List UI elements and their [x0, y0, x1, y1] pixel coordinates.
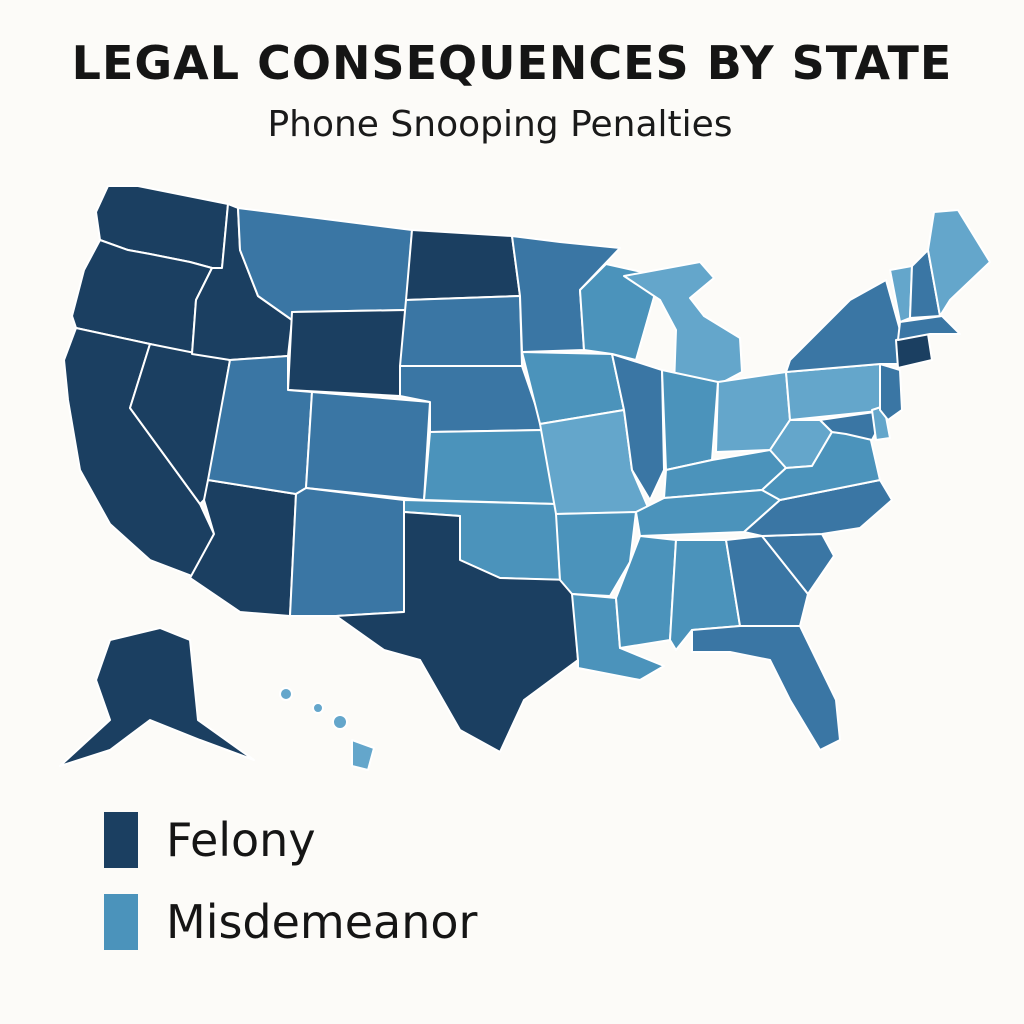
new-york[interactable] — [785, 279, 901, 373]
page-title: LEGAL CONSEQUENCES BY STATE — [71, 36, 953, 90]
wyoming[interactable] — [287, 309, 407, 397]
legend: Felony Misdemeanor — [104, 812, 524, 962]
alaska[interactable] — [59, 627, 255, 767]
legend-label-misdemeanor: Misdemeanor — [166, 895, 478, 949]
legend-swatch-felony — [104, 812, 138, 868]
indiana[interactable] — [661, 369, 719, 471]
north-dakota[interactable] — [405, 229, 521, 301]
new-mexico[interactable] — [289, 487, 405, 617]
legend-item-misdemeanor: Misdemeanor — [104, 894, 477, 950]
michigan[interactable] — [623, 261, 743, 389]
legend-item-felony: Felony — [104, 812, 316, 868]
south-dakota[interactable] — [399, 295, 523, 367]
colorado[interactable] — [305, 391, 431, 501]
maine[interactable] — [927, 209, 991, 317]
legend-swatch-misdemeanor — [104, 894, 138, 950]
hawaii[interactable] — [279, 687, 375, 771]
arizona[interactable] — [189, 479, 297, 617]
legend-label-felony: Felony — [166, 813, 316, 867]
kansas[interactable] — [423, 429, 557, 505]
new-jersey[interactable] — [879, 363, 903, 421]
georgia[interactable] — [725, 535, 809, 627]
florida[interactable] — [691, 625, 841, 751]
page-subtitle: Phone Snooping Penalties — [267, 104, 733, 145]
missouri[interactable] — [539, 409, 651, 515]
texas[interactable] — [335, 511, 579, 753]
wisconsin[interactable] — [579, 263, 661, 361]
